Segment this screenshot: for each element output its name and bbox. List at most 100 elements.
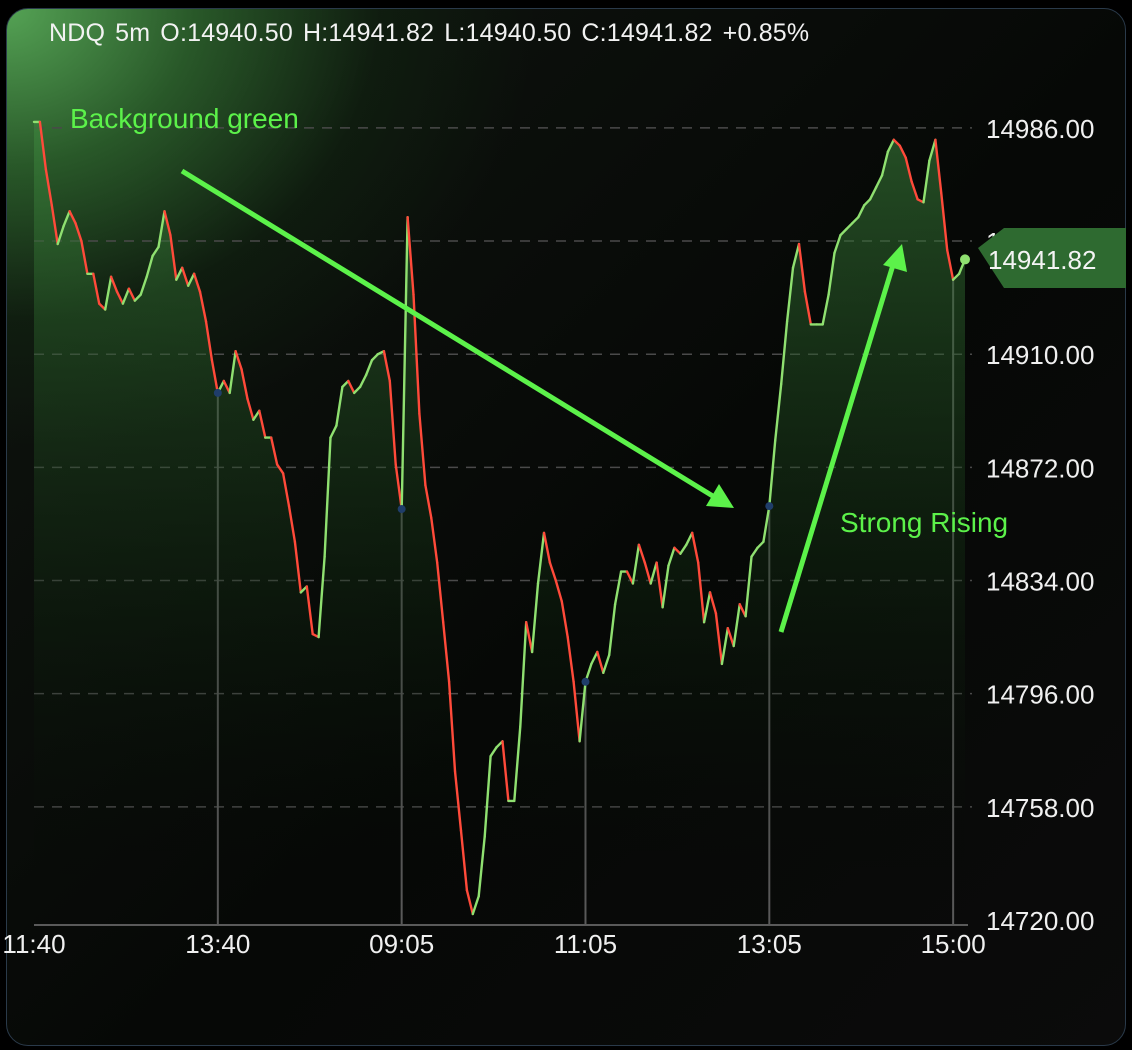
line-segment (400, 215, 409, 511)
line-segment (50, 204, 59, 246)
line-segment (602, 653, 611, 674)
line-segment (275, 463, 285, 475)
annotation-layer: Background green Strong Rising (70, 103, 1008, 633)
line-segment (821, 293, 830, 326)
x-tick-label: 15:00 (921, 929, 986, 959)
change-percent: +0.85% (722, 19, 810, 47)
line-segment (442, 621, 451, 683)
x-tick-label: 09:05 (369, 929, 434, 959)
line-segment (192, 272, 202, 293)
line-segment (780, 320, 789, 386)
symbol: NDQ (49, 19, 106, 47)
line-segment (252, 409, 261, 421)
line-segment (572, 680, 581, 743)
line-segment (880, 150, 890, 177)
line-segment (898, 144, 907, 159)
line-segment (109, 275, 119, 293)
line-segment (785, 266, 795, 323)
line-segment (127, 287, 137, 302)
down-arrow-head (706, 484, 734, 508)
line-segment (667, 546, 676, 567)
line-segment (874, 174, 884, 189)
line-segment (839, 227, 848, 237)
line-segment (358, 373, 368, 389)
line-segment (465, 889, 474, 916)
line-segment (287, 504, 297, 543)
line-segment (833, 233, 842, 255)
line-segment (886, 138, 895, 153)
line-segment (453, 769, 463, 832)
line-segment (501, 740, 510, 803)
line-segment (613, 570, 623, 606)
y-tick-label: 14834.00 (986, 567, 1094, 597)
line-segment (708, 591, 718, 615)
line-segment (542, 531, 552, 564)
line-segment (661, 564, 670, 609)
line-segment (115, 290, 125, 305)
session-dot (213, 388, 222, 397)
open-value: O:14940.50 (160, 19, 293, 47)
line-segment (121, 287, 131, 305)
line-segment (774, 382, 783, 442)
line-segment (210, 358, 220, 395)
line-segment (655, 561, 664, 609)
area-path (34, 121, 965, 925)
line-segment (353, 385, 362, 395)
line-segment (228, 350, 237, 395)
session-markers (213, 388, 774, 686)
line-segment (868, 186, 878, 201)
line-segment (590, 650, 599, 666)
low-value: L:14940.50 (444, 19, 572, 47)
line-segment (637, 543, 646, 564)
y-tick-label: 14986.00 (986, 114, 1094, 144)
line-segment (38, 120, 48, 171)
line-segment (762, 504, 771, 543)
line-segment (904, 156, 913, 183)
line-segment (744, 555, 753, 618)
line-segment (169, 233, 178, 281)
line-segment (596, 650, 605, 674)
x-tick-label: 13:40 (185, 929, 250, 959)
y-tick-label: 14872.00 (986, 453, 1094, 483)
line-segment (157, 210, 166, 249)
session-dot (397, 505, 406, 514)
line-segment (364, 358, 374, 377)
close-value: C:14941.82 (581, 19, 713, 47)
line-segment (673, 546, 682, 555)
line-segment (726, 627, 735, 648)
line-segment (281, 472, 291, 508)
line-segment (329, 424, 338, 439)
line-segment (62, 210, 71, 228)
line-segment (928, 138, 937, 162)
line-segment (56, 224, 65, 246)
line-segment (940, 192, 949, 252)
line-segment (768, 439, 777, 508)
interval: 5m (115, 19, 151, 47)
line-segment (151, 245, 160, 258)
price-line (32, 120, 967, 916)
line-segment (525, 621, 534, 654)
line-segment (246, 397, 255, 421)
line-segment (732, 603, 741, 648)
line-segment (756, 540, 765, 549)
line-segment (720, 627, 729, 666)
line-segment (477, 835, 486, 898)
area-fill (34, 121, 965, 925)
line-segment (691, 531, 700, 564)
y-tick-label: 14720.00 (986, 906, 1094, 936)
line-segment (436, 561, 445, 624)
line-segment (797, 242, 807, 293)
line-segment (578, 680, 587, 743)
line-segment (406, 215, 415, 296)
x-tick-label: 13:05 (737, 929, 802, 959)
line-segment (240, 367, 249, 401)
background-green-annotation: Background green (70, 103, 299, 134)
line-segment (803, 290, 812, 326)
last-price-tag-shape (978, 228, 1126, 288)
line-segment (341, 379, 350, 389)
line-segment (459, 829, 469, 892)
line-segment (566, 635, 575, 683)
line-segment (827, 251, 836, 296)
line-segment (370, 353, 380, 362)
